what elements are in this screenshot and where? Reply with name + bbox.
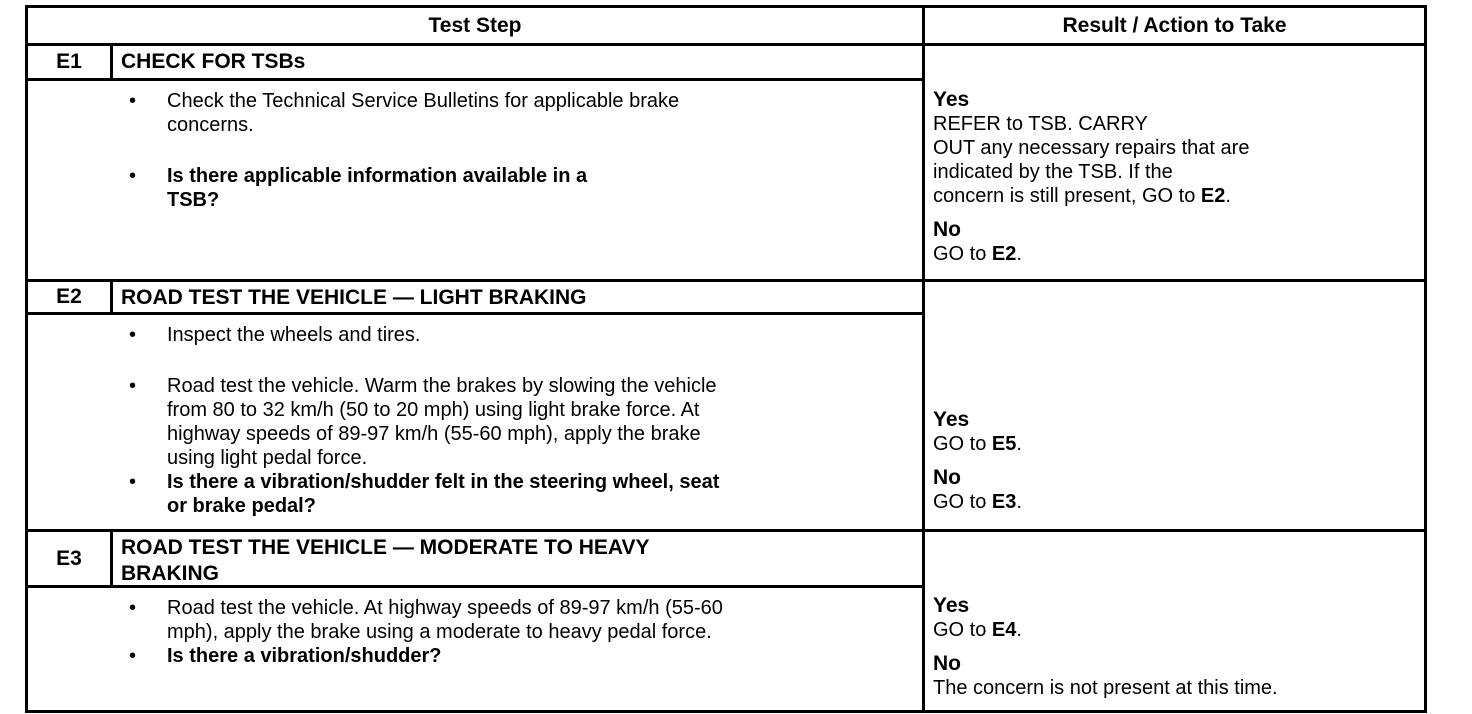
result-action: GO to E4. xyxy=(933,619,1022,641)
result-label: No xyxy=(933,466,961,489)
result-yes: Yes REFER to TSB. CARRY OUT any necessar… xyxy=(933,88,1416,208)
table-header-row: Test Step Result / Action to Take xyxy=(28,8,1424,46)
test-step-e3: E3 ROAD TEST THE VEHICLE — MODERATE TO H… xyxy=(28,529,1424,710)
step-title: ROAD TEST THE VEHICLE — MODERATE TO HEAV… xyxy=(113,532,922,588)
bullet-icon: • xyxy=(129,90,137,112)
instruction-item: • Road test the vehicle. Warm the brakes… xyxy=(129,374,898,470)
result-action: GO to E3. xyxy=(933,491,1022,513)
result-yes: Yes GO to E5. xyxy=(933,408,1416,456)
result-label: No xyxy=(933,652,961,675)
instruction-item: • Road test the vehicle. At highway spee… xyxy=(129,596,898,644)
result-label: No xyxy=(933,218,961,241)
result-cell: Yes GO to E5. No GO to E3. xyxy=(922,282,1424,529)
result-action: GO to E5. xyxy=(933,433,1022,455)
pinpoint-test-table: Test Step Result / Action to Take E1 CHE… xyxy=(25,5,1427,713)
result-cell: Yes REFER to TSB. CARRY OUT any necessar… xyxy=(922,46,1424,279)
test-step-e1: E1 CHECK FOR TSBs • Check the Technical … xyxy=(28,46,1424,279)
instruction-item: • Is there applicable information availa… xyxy=(129,164,898,212)
question-text: Is there applicable information availabl… xyxy=(167,165,588,211)
result-no: No GO to E2. xyxy=(933,218,1416,266)
result-yes: Yes GO to E4. xyxy=(933,594,1416,642)
result-column-header: Result / Action to Take xyxy=(922,8,1424,43)
question-text: Is there a vibration/shudder felt in the… xyxy=(167,471,720,517)
bullet-icon: • xyxy=(129,375,137,397)
result-no: No The concern is not present at this ti… xyxy=(933,652,1416,700)
step-title: ROAD TEST THE VEHICLE — LIGHT BRAKING xyxy=(113,282,922,315)
result-label: Yes xyxy=(933,88,970,111)
instruction-text: Road test the vehicle. At highway speeds… xyxy=(167,597,723,643)
result-label: Yes xyxy=(933,408,970,431)
test-step-column-header: Test Step xyxy=(428,13,522,37)
bullet-icon: • xyxy=(129,324,137,346)
instruction-item: • Check the Technical Service Bulletins … xyxy=(129,89,898,137)
result-no: No GO to E3. xyxy=(933,466,1416,514)
step-code: E1 xyxy=(28,46,113,81)
bullet-icon: • xyxy=(129,597,137,619)
instruction-text: Road test the vehicle. Warm the brakes b… xyxy=(167,375,717,469)
instruction-item: • Is there a vibration/shudder? xyxy=(129,644,898,668)
step-code: E3 xyxy=(28,532,113,588)
result-label: Yes xyxy=(933,594,970,617)
step-instructions: • Check the Technical Service Bulletins … xyxy=(28,81,922,279)
test-step-e2: E2 ROAD TEST THE VEHICLE — LIGHT BRAKING… xyxy=(28,279,1424,529)
step-instructions: • Inspect the wheels and tires. • Road t… xyxy=(28,315,922,529)
step-code: E2 xyxy=(28,282,113,315)
question-text: Is there a vibration/shudder? xyxy=(167,645,442,667)
step-title: CHECK FOR TSBs xyxy=(113,46,922,81)
bullet-icon: • xyxy=(129,645,137,667)
bullet-icon: • xyxy=(129,165,137,187)
result-cell: Yes GO to E4. No The concern is not pres… xyxy=(922,532,1424,710)
instruction-item: • Inspect the wheels and tires. xyxy=(129,323,898,347)
result-action: REFER to TSB. CARRY OUT any necessary re… xyxy=(933,113,1250,207)
bullet-icon: • xyxy=(129,471,137,493)
instruction-text: Check the Technical Service Bulletins fo… xyxy=(167,90,680,136)
step-instructions: • Road test the vehicle. At highway spee… xyxy=(28,588,922,710)
instruction-text: Inspect the wheels and tires. xyxy=(167,324,421,346)
instruction-item: • Is there a vibration/shudder felt in t… xyxy=(129,470,898,518)
result-action: GO to E2. xyxy=(933,243,1022,265)
result-action: The concern is not present at this time. xyxy=(933,677,1278,699)
